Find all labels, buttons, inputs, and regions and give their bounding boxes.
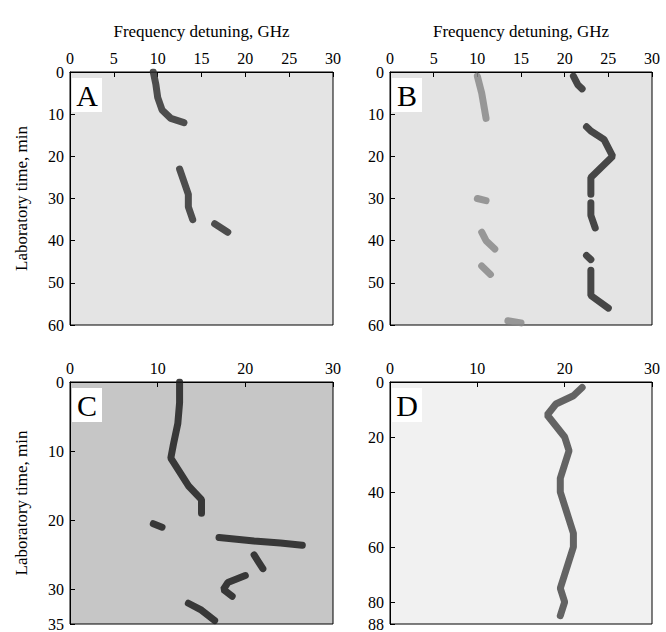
svg-text:50: 50 <box>368 274 384 291</box>
svg-text:50: 50 <box>48 274 64 291</box>
svg-text:30: 30 <box>48 581 64 598</box>
svg-text:C: C <box>77 389 97 422</box>
svg-text:25: 25 <box>281 50 297 67</box>
svg-text:10: 10 <box>469 50 485 67</box>
svg-text:Laboratory time, min: Laboratory time, min <box>12 430 31 575</box>
svg-text:88: 88 <box>368 616 384 632</box>
svg-text:30: 30 <box>48 190 64 207</box>
svg-text:20: 20 <box>237 360 253 377</box>
svg-text:Frequency detuning, GHz: Frequency detuning, GHz <box>113 22 290 41</box>
svg-text:A: A <box>76 79 98 112</box>
svg-text:40: 40 <box>48 232 64 249</box>
svg-text:15: 15 <box>513 50 529 67</box>
svg-text:0: 0 <box>376 374 384 391</box>
svg-text:30: 30 <box>325 360 341 377</box>
svg-text:20: 20 <box>237 50 253 67</box>
svg-text:20: 20 <box>557 360 573 377</box>
svg-text:80: 80 <box>368 594 384 611</box>
svg-text:40: 40 <box>368 484 384 501</box>
svg-text:60: 60 <box>368 539 384 556</box>
svg-text:0: 0 <box>386 360 394 377</box>
svg-text:Frequency detuning, GHz: Frequency detuning, GHz <box>433 22 610 41</box>
svg-text:40: 40 <box>368 232 384 249</box>
svg-text:35: 35 <box>48 616 64 632</box>
svg-text:10: 10 <box>150 360 166 377</box>
svg-text:30: 30 <box>644 50 660 67</box>
svg-text:30: 30 <box>644 360 660 377</box>
svg-text:0: 0 <box>376 64 384 81</box>
svg-text:10: 10 <box>368 106 384 123</box>
svg-text:20: 20 <box>368 148 384 165</box>
svg-text:5: 5 <box>110 50 118 67</box>
svg-text:10: 10 <box>150 50 166 67</box>
svg-text:20: 20 <box>48 148 64 165</box>
svg-text:20: 20 <box>48 512 64 529</box>
svg-text:0: 0 <box>386 50 394 67</box>
svg-text:30: 30 <box>368 190 384 207</box>
svg-text:D: D <box>396 389 418 422</box>
svg-text:10: 10 <box>48 443 64 460</box>
svg-text:10: 10 <box>469 360 485 377</box>
svg-text:60: 60 <box>368 317 384 334</box>
svg-text:B: B <box>397 79 417 112</box>
svg-text:20: 20 <box>368 429 384 446</box>
svg-text:10: 10 <box>48 106 64 123</box>
svg-text:0: 0 <box>56 64 64 81</box>
svg-text:30: 30 <box>325 50 341 67</box>
svg-text:15: 15 <box>194 50 210 67</box>
svg-text:Laboratory time, min: Laboratory time, min <box>12 126 31 271</box>
svg-text:20: 20 <box>557 50 573 67</box>
svg-text:0: 0 <box>66 50 74 67</box>
svg-text:25: 25 <box>600 50 616 67</box>
svg-text:0: 0 <box>66 360 74 377</box>
svg-text:60: 60 <box>48 317 64 334</box>
svg-text:5: 5 <box>430 50 438 67</box>
svg-text:0: 0 <box>56 374 64 391</box>
